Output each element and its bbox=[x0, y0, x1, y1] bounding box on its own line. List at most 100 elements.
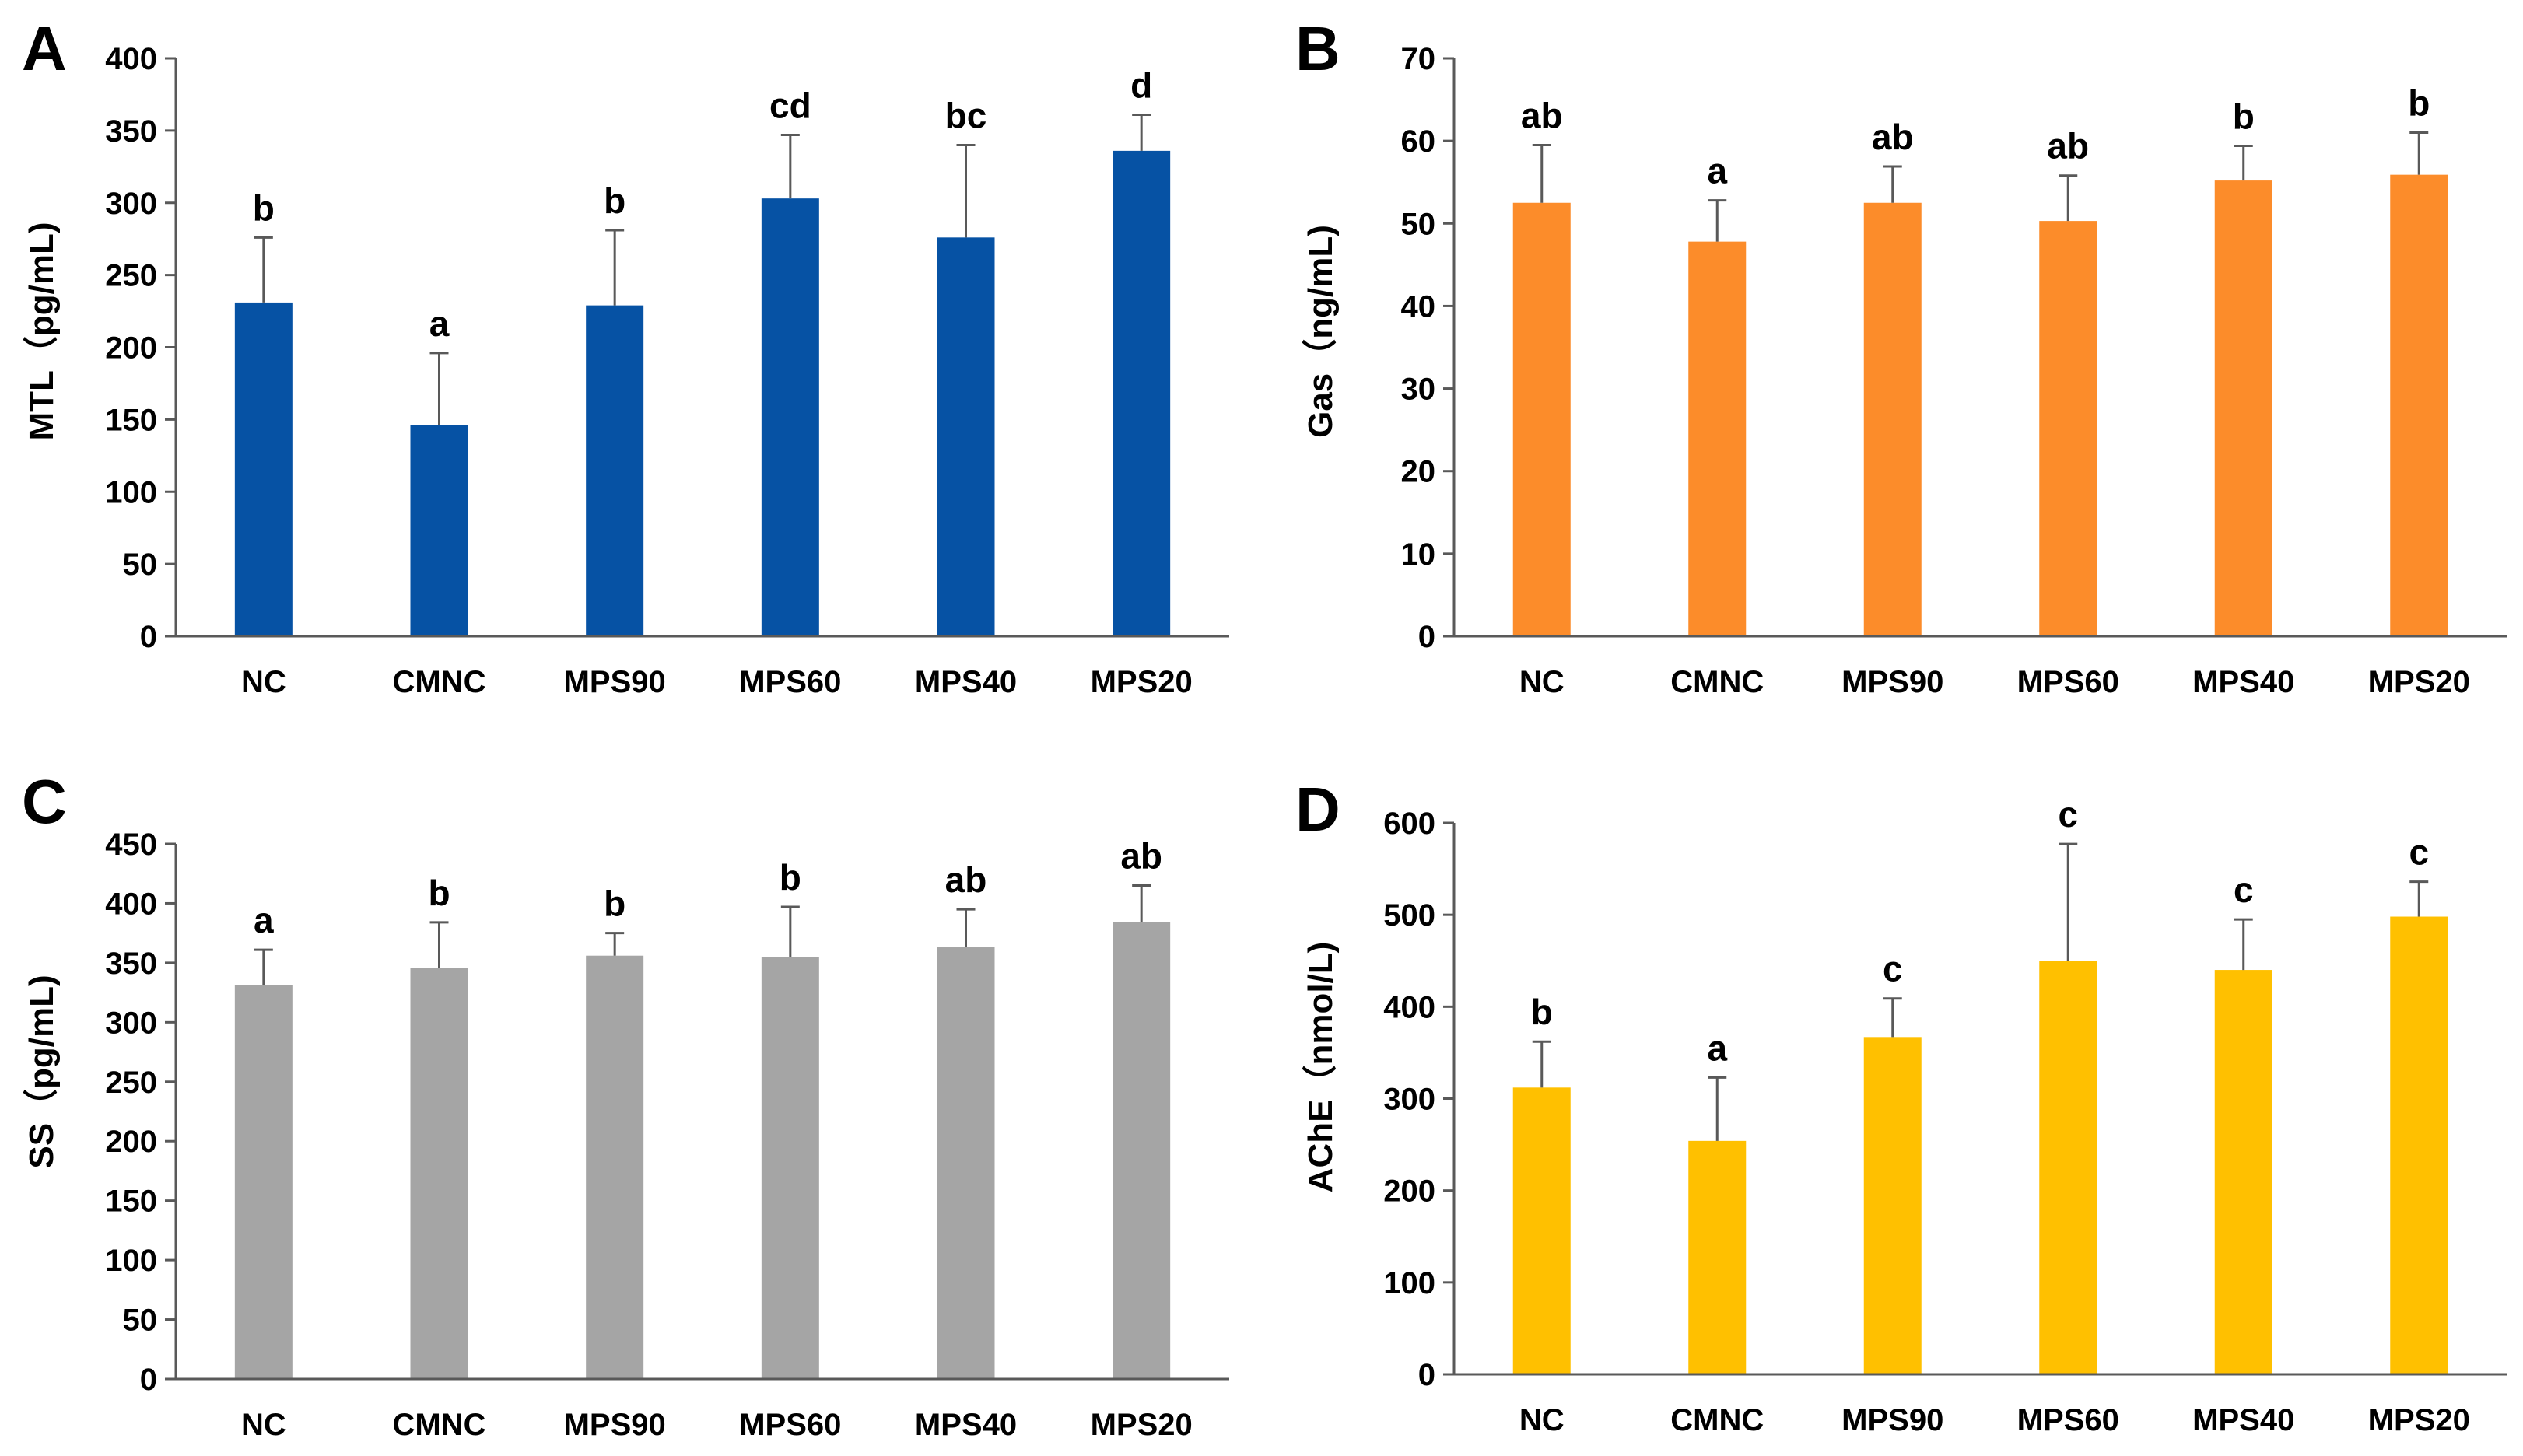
panel-b-significance-label: ab bbox=[2047, 126, 2089, 166]
panel-b-x-tick-label: MPS20 bbox=[2368, 665, 2470, 699]
panel-d: D AChE（nmol/L) 0 100 200 300 400 500 600 b NC a CM… bbox=[1295, 775, 2507, 1437]
panel-c-significance-label: ab bbox=[1120, 836, 1162, 877]
panel-a-x-tick-label: MPS60 bbox=[739, 665, 841, 699]
panel-letter-b: B bbox=[1295, 14, 1340, 83]
panel-a-x-tick-label: MPS40 bbox=[915, 665, 1017, 699]
panel-a-y-tick-label: 350 bbox=[105, 114, 157, 149]
panel-c-significance-label: b bbox=[428, 873, 450, 913]
panel-c-y-tick-label: 0 bbox=[140, 1363, 157, 1397]
panel-d-y-tick-label: 600 bbox=[1383, 807, 1435, 841]
panel-a-significance-label: d bbox=[1130, 65, 1152, 105]
panel-c-y-tick-label: 300 bbox=[105, 1006, 157, 1040]
panel-c-y-tick-label: 350 bbox=[105, 947, 157, 981]
panel-c-y-tick-label: 400 bbox=[105, 887, 157, 921]
panel-b-y-tick-label: 10 bbox=[1401, 537, 1436, 572]
panel-c-x-tick-label: CMNC bbox=[393, 1408, 486, 1442]
panel-a-y-tick-label: 150 bbox=[105, 403, 157, 437]
panel-d-y-tick-label: 0 bbox=[1418, 1358, 1435, 1392]
panel-d-significance-label: c bbox=[2058, 794, 2078, 835]
panel-a-y-tick-label: 0 bbox=[140, 620, 157, 654]
panel-a-y-tick-label: 200 bbox=[105, 331, 157, 366]
panel-c-y-tick-label: 150 bbox=[105, 1185, 157, 1219]
panel-a-plot: 0 50 100 150 200 250 300 350 400 b NC a CMNC b MPS90 cd… bbox=[105, 42, 1229, 699]
panel-c-y-axis-title: SS（pg/mL) bbox=[23, 975, 61, 1168]
panel-letter-d: D bbox=[1295, 775, 1340, 844]
panel-b-plot: 0 10 20 30 40 50 60 70 ab NC a CMNC ab MPS90 ab MPS60 b M… bbox=[1401, 42, 2507, 699]
panel-d-plot: 0 100 200 300 400 500 600 b NC a CMNC c MPS90 c MPS60 c… bbox=[1383, 794, 2507, 1437]
panel-c-y-tick-label: 100 bbox=[105, 1244, 157, 1278]
panel-b-x-tick-label: MPS90 bbox=[1841, 665, 1943, 699]
panel-c-bar-mps60 bbox=[761, 957, 819, 1379]
panel-a-significance-label: bc bbox=[945, 95, 987, 135]
panel-d-significance-label: c bbox=[1883, 949, 1903, 989]
panel-a-significance-label: b bbox=[604, 180, 625, 221]
panel-b-y-tick-label: 40 bbox=[1401, 289, 1436, 324]
panel-b-y-tick-label: 70 bbox=[1401, 42, 1436, 76]
panel-d-y-tick-label: 200 bbox=[1383, 1174, 1435, 1209]
panel-b-significance-label: ab bbox=[1521, 95, 1563, 135]
panel-d-x-tick-label: MPS60 bbox=[2017, 1403, 2119, 1437]
panel-c-x-tick-label: MPS20 bbox=[1091, 1408, 1193, 1442]
panel-a-bar-mps20 bbox=[1113, 150, 1171, 636]
panel-a-x-tick-label: NC bbox=[241, 665, 286, 699]
panel-b-x-tick-label: MPS40 bbox=[2192, 665, 2294, 699]
panel-a-x-tick-label: CMNC bbox=[393, 665, 486, 699]
panel-c-y-tick-label: 250 bbox=[105, 1066, 157, 1100]
panel-a-bar-mps60 bbox=[761, 198, 819, 637]
panel-c-significance-label: ab bbox=[945, 859, 987, 900]
panel-d-significance-label: c bbox=[2234, 870, 2254, 910]
panel-b-y-tick-label: 20 bbox=[1401, 455, 1436, 489]
panel-b-bar-mps90 bbox=[1863, 202, 1922, 636]
panel-c-bar-mps40 bbox=[937, 947, 995, 1379]
panel-d-bar-mps40 bbox=[2214, 970, 2272, 1374]
panel-c-significance-label: a bbox=[254, 900, 274, 940]
panel-d-y-tick-label: 500 bbox=[1383, 898, 1435, 933]
panel-c-x-tick-label: MPS60 bbox=[739, 1408, 841, 1442]
panel-c: C SS（pg/mL) 0 50 100 150 200 250 300 350 400 450 a… bbox=[22, 767, 1229, 1442]
panel-a-significance-label: cd bbox=[769, 85, 811, 125]
panel-d-x-tick-label: MPS90 bbox=[1841, 1403, 1943, 1437]
panel-c-x-tick-label: NC bbox=[241, 1408, 286, 1442]
panel-d-bar-mps90 bbox=[1863, 1037, 1922, 1374]
panel-c-bar-mps20 bbox=[1113, 922, 1171, 1379]
panel-b-significance-label: b bbox=[2233, 96, 2255, 137]
panel-b-significance-label: b bbox=[2408, 83, 2430, 124]
panel-a-y-axis-title: MTL（pg/mL) bbox=[23, 222, 61, 440]
panel-d-bar-nc bbox=[1512, 1087, 1571, 1374]
panel-c-bar-nc bbox=[234, 985, 293, 1379]
panel-b-x-tick-label: NC bbox=[1519, 665, 1565, 699]
panel-b-y-axis-title: Gas（ng/mL) bbox=[1302, 225, 1340, 438]
panel-d-significance-label: a bbox=[1707, 1027, 1727, 1068]
panel-a: A MTL（pg/mL) 0 50 100 150 200 250 300 350 400 b NC… bbox=[22, 14, 1229, 699]
panel-b-bar-mps40 bbox=[2214, 180, 2272, 636]
panel-c-y-tick-label: 200 bbox=[105, 1125, 157, 1159]
panel-b-y-tick-label: 60 bbox=[1401, 124, 1436, 159]
panel-letter-c: C bbox=[22, 767, 67, 836]
panel-d-x-tick-label: MPS40 bbox=[2192, 1403, 2294, 1437]
panel-a-bar-nc bbox=[234, 302, 293, 636]
panel-d-y-tick-label: 100 bbox=[1383, 1266, 1435, 1300]
panel-c-x-tick-label: MPS40 bbox=[915, 1408, 1017, 1442]
panel-d-significance-label: c bbox=[2409, 832, 2429, 873]
panel-a-bar-mps90 bbox=[586, 305, 644, 636]
panel-a-y-tick-label: 100 bbox=[105, 475, 157, 509]
panel-c-y-tick-label: 450 bbox=[105, 828, 157, 862]
panel-d-y-tick-label: 300 bbox=[1383, 1083, 1435, 1117]
panel-b-significance-label: a bbox=[1707, 151, 1727, 191]
panel-b-x-tick-label: MPS60 bbox=[2017, 665, 2119, 699]
panel-a-significance-label: a bbox=[429, 303, 450, 344]
panel-c-y-tick-label: 50 bbox=[123, 1304, 158, 1338]
panel-d-x-tick-label: MPS20 bbox=[2368, 1403, 2470, 1437]
panel-d-y-tick-label: 400 bbox=[1383, 990, 1435, 1024]
panel-c-x-tick-label: MPS90 bbox=[564, 1408, 666, 1442]
panel-c-significance-label: b bbox=[780, 857, 801, 898]
panel-b-bar-mps20 bbox=[2390, 174, 2448, 636]
panel-b-significance-label: ab bbox=[1872, 117, 1914, 157]
panel-d-bar-mps20 bbox=[2390, 916, 2448, 1374]
panel-b-bar-nc bbox=[1512, 202, 1571, 636]
panel-a-x-tick-label: MPS90 bbox=[564, 665, 666, 699]
panel-b: B Gas（ng/mL) 0 10 20 30 40 50 60 70 ab NC a CMNC ab M… bbox=[1295, 14, 2507, 699]
panel-a-y-tick-label: 50 bbox=[123, 548, 158, 582]
panel-letter-a: A bbox=[22, 14, 67, 83]
panel-c-plot: 0 50 100 150 200 250 300 350 400 450 a NC b CMNC b MPS9… bbox=[105, 828, 1229, 1442]
